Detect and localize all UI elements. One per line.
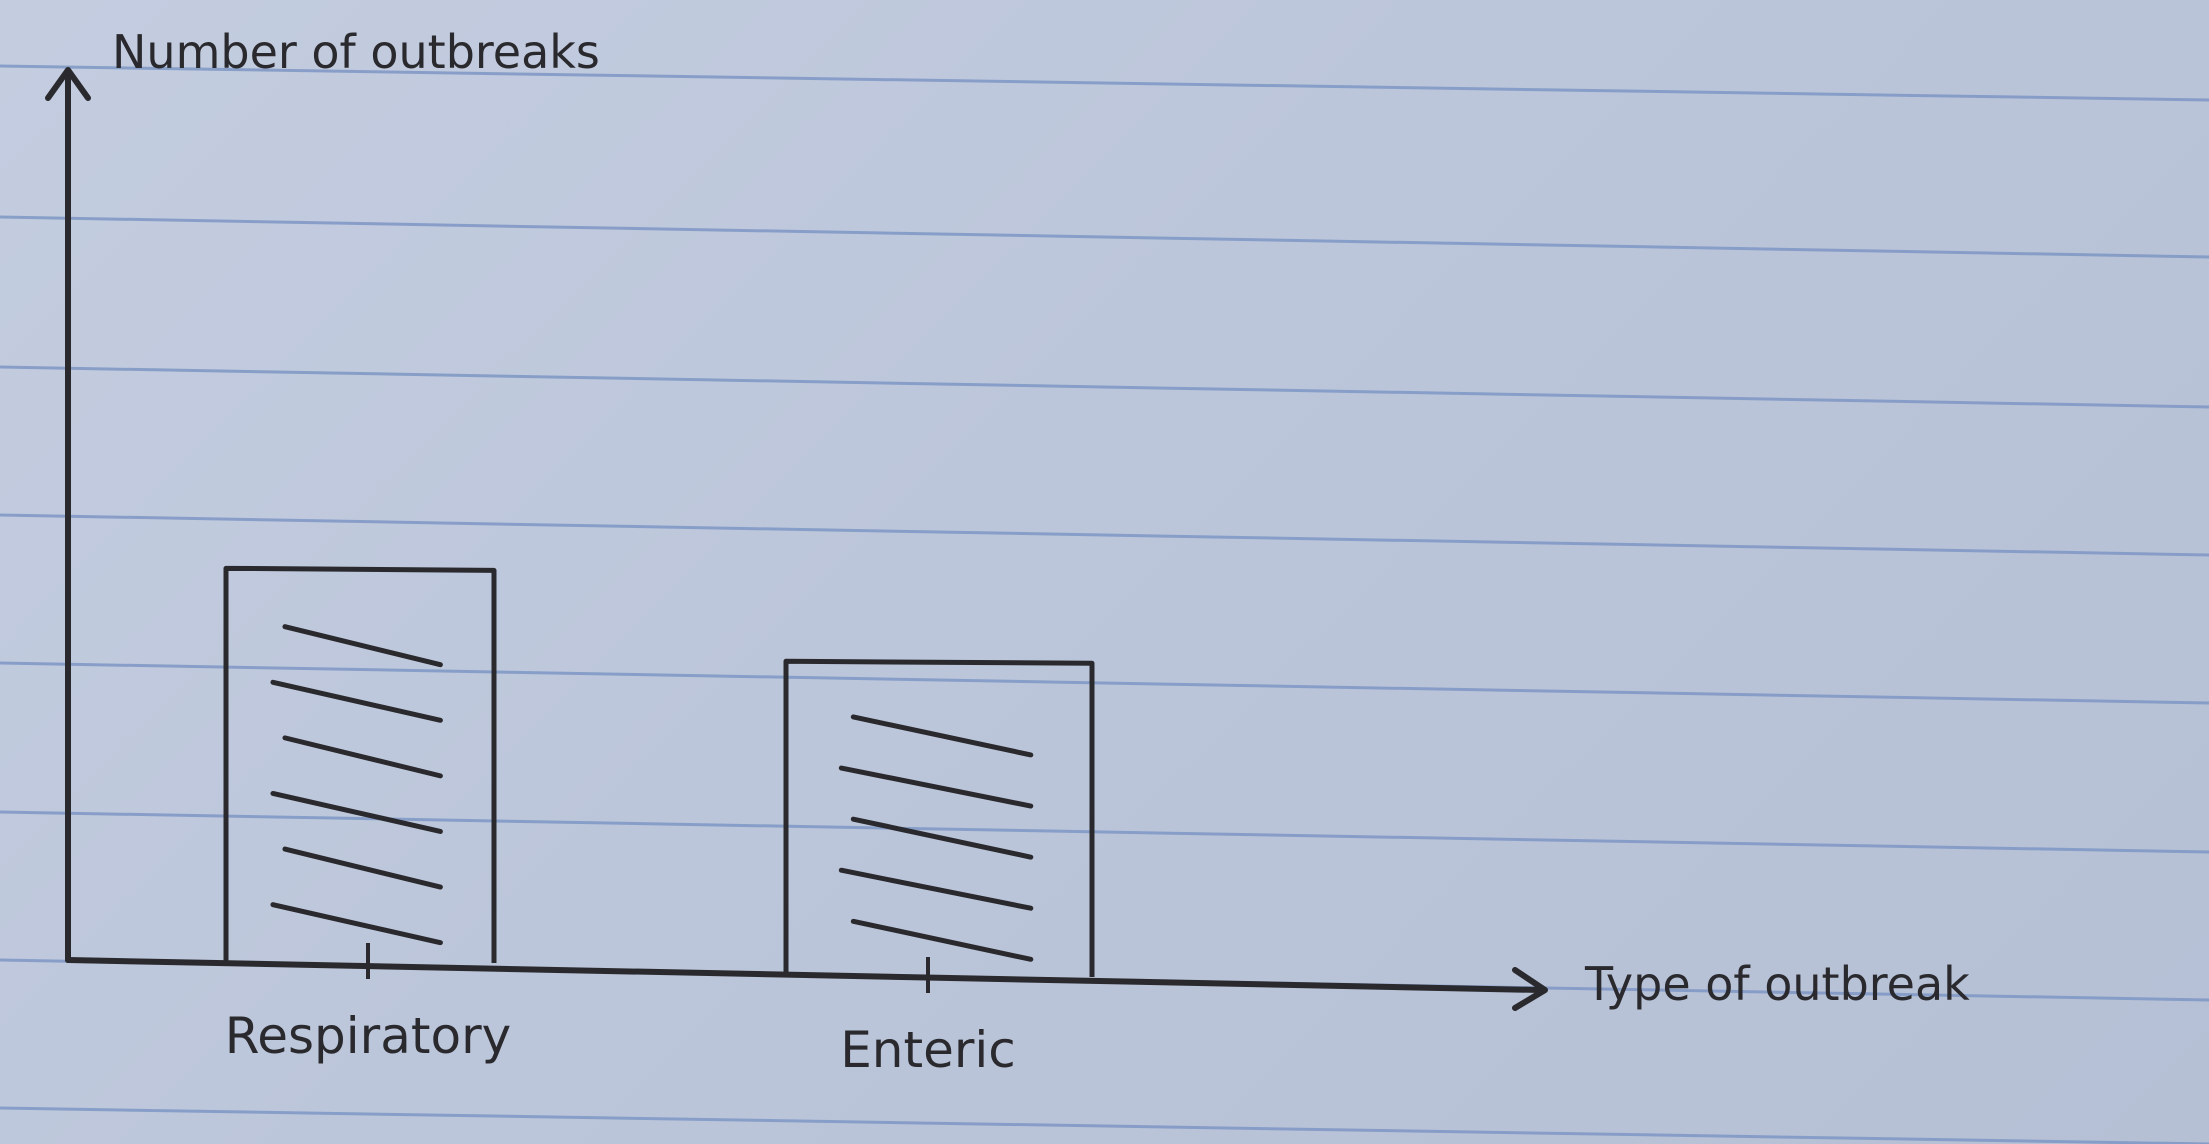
bar-hatch-stroke	[270, 790, 443, 834]
x-ticks-group: Respiratory Enteric	[225, 943, 1016, 1079]
bar-hatch-stroke	[270, 902, 443, 946]
bar-hatch-stroke	[282, 735, 443, 779]
bar-hatch-stroke	[838, 765, 1034, 809]
rule-line	[0, 513, 2209, 557]
bars-group	[223, 565, 1095, 977]
bar-outline	[223, 565, 497, 963]
rule-line	[0, 1106, 2209, 1144]
x-tick-label-enteric: Enteric	[840, 1021, 1016, 1079]
rule-line	[0, 64, 2209, 102]
x-axis-label: Type of outbreak	[1584, 957, 1970, 1011]
bar-hatch-stroke	[282, 624, 443, 668]
y-axis-label: Number of outbreaks	[112, 25, 600, 79]
bar-hatch-stroke	[282, 846, 443, 890]
bar-hatch-stroke	[838, 867, 1034, 911]
rule-line	[0, 810, 2209, 854]
rule-line	[0, 661, 2209, 705]
bar-hatch-stroke	[270, 679, 443, 723]
bar-respiratory	[223, 565, 497, 963]
bar-outline	[783, 658, 1095, 977]
x-tick-label-respiratory: Respiratory	[225, 1007, 511, 1065]
rule-line	[0, 215, 2209, 259]
bar-hatch-stroke	[850, 714, 1034, 758]
x-axis-line	[65, 957, 1543, 993]
bar-enteric	[783, 658, 1095, 977]
bar-hatch-stroke	[850, 816, 1034, 860]
y-axis-arrowhead	[45, 67, 91, 101]
bar-hatch-stroke	[850, 918, 1034, 962]
axes	[45, 67, 1548, 1011]
x-axis-arrowhead	[1512, 967, 1548, 1011]
rule-line	[0, 365, 2209, 409]
